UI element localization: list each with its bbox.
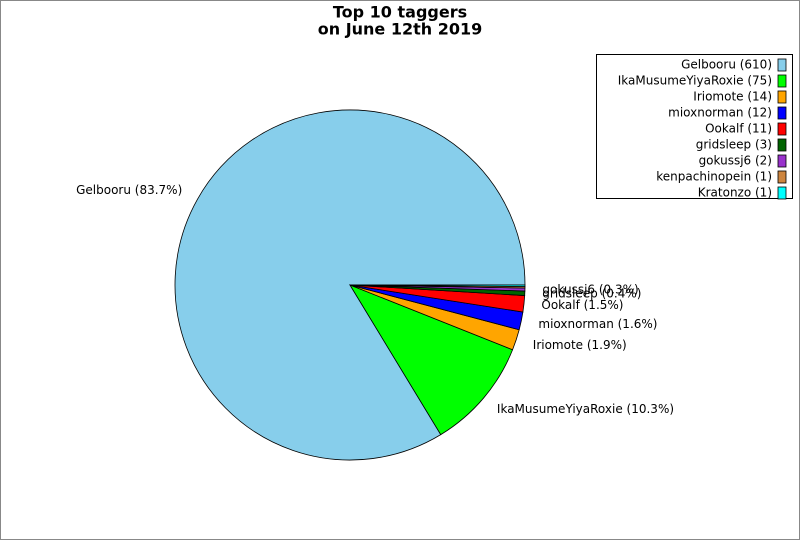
slice-label: Gelbooru (83.7%) [76,183,182,197]
legend-label: IkaMusumeYiyaRoxie (75) [618,74,772,88]
legend-label: Iriomote (14) [693,90,772,104]
legend-label: Ookalf (11) [705,122,772,136]
legend-label: kenpachinopein (1) [656,170,772,184]
pie-slice [349,284,514,436]
legend-label: Kratonzo (1) [698,186,772,200]
chart-title: on June 12th 2019 [318,20,483,39]
legend-swatch [777,106,787,120]
slice-label: Ookalf (1.5%) [541,298,623,312]
legend-label: Gelbooru (610) [681,58,772,72]
legend-swatch [777,138,787,152]
legend-swatch [777,170,787,184]
legend-label: gridsleep (3) [696,138,772,152]
legend-swatch [777,58,787,72]
pie-slice [349,284,526,287]
legend-label: gokussj6 (2) [699,154,772,168]
legend-label: mioxnorman (12) [668,106,772,120]
legend-box [596,54,793,199]
slice-label: Iriomote (1.9%) [533,338,627,352]
slice-label: gokussj6 (0.3%) [542,282,638,296]
legend-swatch [777,122,787,136]
slice-label: gridsleep (0.4%) [542,287,641,301]
legend-swatch [777,90,787,104]
chart-title: Top 10 taggers [333,3,467,22]
legend-swatch [777,74,787,88]
legend-swatch [777,186,787,200]
slice-label: IkaMusumeYiyaRoxie (10.3%) [497,402,674,416]
slice-label: mioxnorman (1.6%) [538,317,657,331]
legend-swatch [777,154,787,168]
